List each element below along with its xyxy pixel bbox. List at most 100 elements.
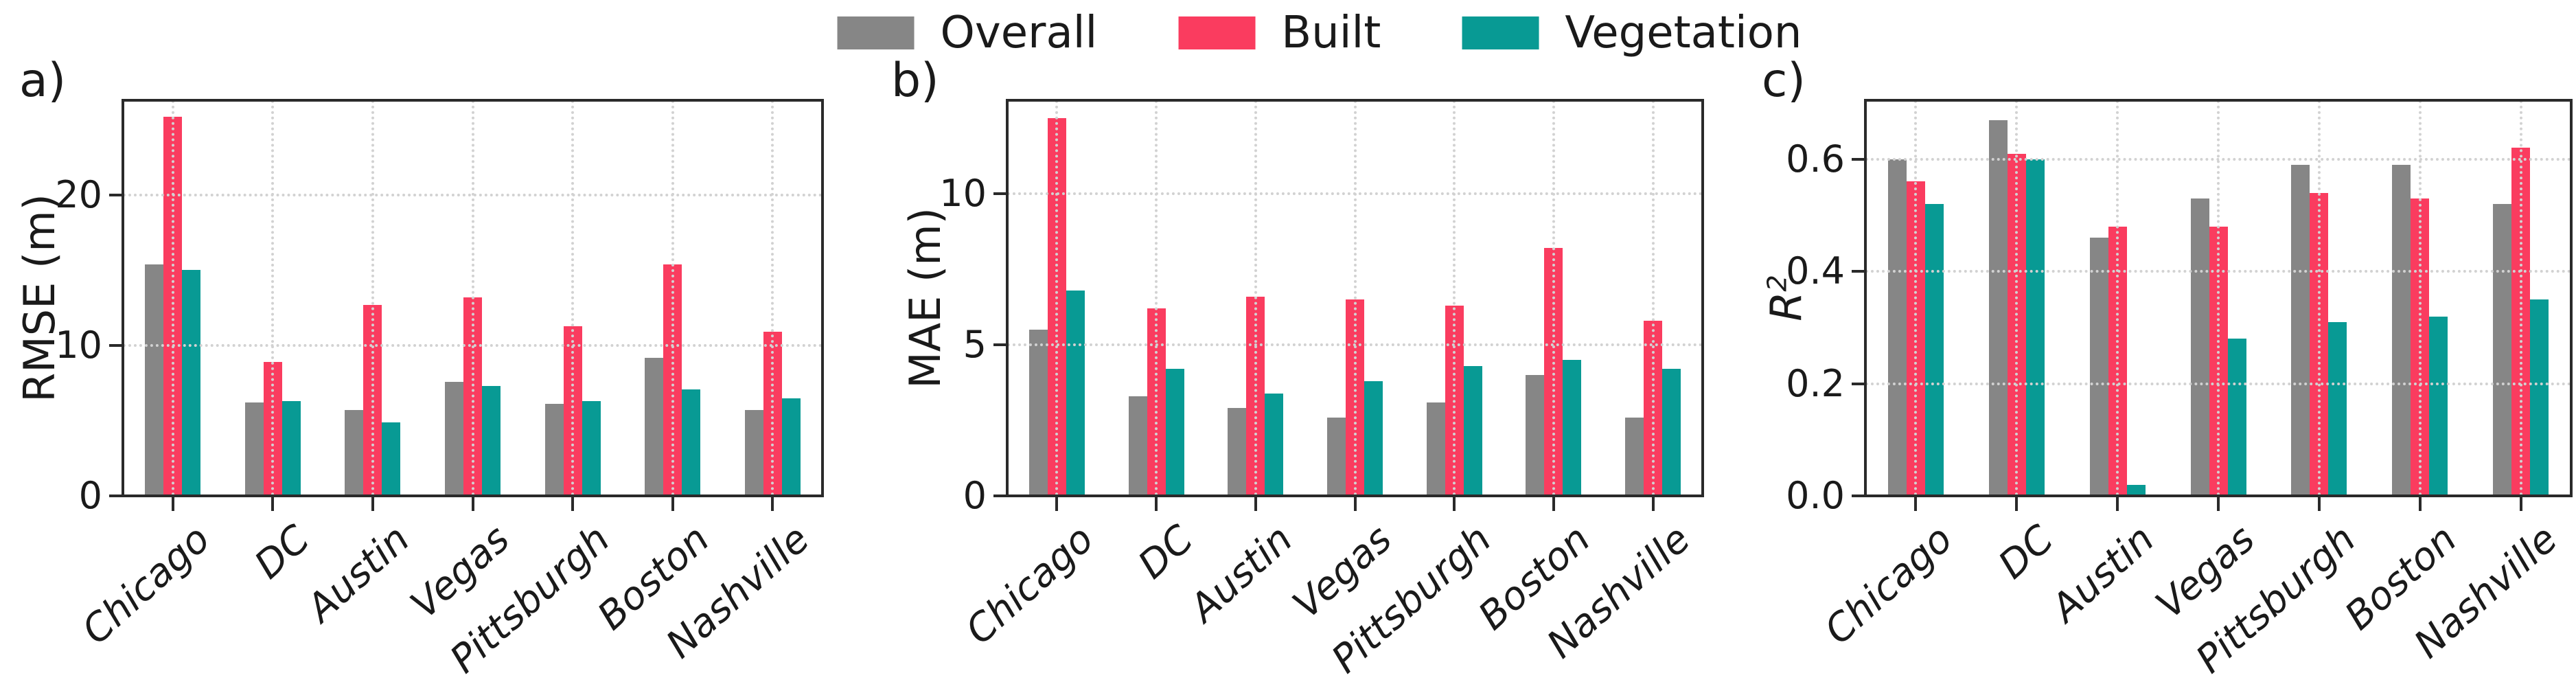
- y-tick-mark: [1852, 495, 1865, 497]
- x-tick-label-dc: DC: [246, 516, 319, 588]
- x-tick-mark: [1055, 497, 1059, 511]
- x-tick-mark: [1353, 497, 1357, 511]
- bar-overall-nashville: [1625, 417, 1644, 496]
- y-tick-mark: [1852, 270, 1865, 273]
- bar-overall-nashville: [2493, 204, 2512, 496]
- x-tick-mark: [1552, 497, 1555, 511]
- v-gridline: [371, 100, 374, 496]
- bar-overall-austin: [2089, 238, 2108, 496]
- x-tick-mark: [2015, 497, 2019, 511]
- y-tick-label: 0.2: [1786, 361, 1845, 405]
- bar-overall-boston: [2392, 164, 2411, 496]
- bar-overall-vegas: [1327, 417, 1346, 496]
- bar-vegetation-nashville: [781, 398, 801, 496]
- x-tick-mark: [1651, 497, 1655, 511]
- v-gridline: [2418, 100, 2422, 496]
- bar-overall-chicago: [1887, 159, 1907, 496]
- bar-overall-nashville: [744, 410, 763, 496]
- bar-overall-pittsburgh: [544, 404, 564, 496]
- legend-item-overall: Overall: [837, 8, 1098, 58]
- legend-label: Overall: [940, 8, 1098, 58]
- y-tick-mark: [993, 192, 1007, 196]
- v-gridline: [2015, 100, 2019, 496]
- bar-overall-vegas: [2190, 198, 2209, 496]
- x-tick-mark: [2217, 497, 2220, 511]
- panel-label-b: b): [891, 54, 939, 108]
- x-tick-label-chicago: Chicago: [957, 516, 1103, 654]
- x-tick-label-austin: Austin: [1181, 516, 1301, 631]
- bar-vegetation-nashville: [1662, 369, 1681, 496]
- legend-swatch-built: [1178, 16, 1256, 49]
- x-tick-mark: [771, 497, 774, 511]
- v-gridline: [2116, 100, 2119, 496]
- bar-overall-boston: [645, 357, 664, 496]
- bar-overall-pittsburgh: [1426, 402, 1445, 496]
- v-gridline: [2217, 100, 2220, 496]
- y-tick-label: 20: [55, 172, 102, 216]
- legend-swatch-overall: [837, 16, 915, 49]
- bar-vegetation-austin: [1265, 393, 1284, 496]
- legend-label: Built: [1281, 8, 1381, 58]
- bar-vegetation-boston: [1563, 360, 1582, 496]
- v-gridline: [771, 100, 774, 496]
- y-tick-mark: [1852, 157, 1865, 161]
- y-tick-mark: [993, 495, 1007, 497]
- y-tick-label: 5: [963, 323, 987, 367]
- v-gridline: [171, 100, 174, 496]
- x-tick-mark: [371, 497, 374, 511]
- bar-vegetation-chicago: [1066, 291, 1085, 496]
- bar-vegetation-boston: [682, 389, 701, 496]
- panel-label-c: c): [1762, 54, 1806, 108]
- bar-vegetation-dc: [2025, 159, 2045, 496]
- v-gridline: [1651, 100, 1655, 496]
- legend-item-built: Built: [1178, 11, 1381, 55]
- bar-overall-dc: [1988, 120, 2008, 496]
- x-tick-label-dc: DC: [1129, 516, 1202, 588]
- x-tick-mark: [171, 497, 174, 511]
- y-tick-mark: [109, 495, 123, 497]
- bar-overall-dc: [244, 402, 264, 496]
- v-gridline: [571, 100, 575, 496]
- bar-overall-pittsburgh: [2291, 164, 2310, 496]
- x-tick-mark: [2317, 497, 2321, 511]
- bar-vegetation-chicago: [1924, 204, 1944, 496]
- v-gridline: [1254, 100, 1257, 496]
- y-tick-label: 10: [55, 323, 102, 367]
- x-tick-mark: [2418, 497, 2422, 511]
- v-gridline: [1155, 100, 1158, 496]
- bar-overall-vegas: [445, 381, 463, 496]
- legend-swatch-vegetation: [1462, 16, 1539, 49]
- bar-vegetation-boston: [2429, 316, 2448, 496]
- y-tick-mark: [993, 343, 1007, 347]
- y-axis-label-superscript: 2: [1762, 275, 1793, 292]
- y-tick-mark: [109, 193, 123, 196]
- v-gridline: [2519, 100, 2522, 496]
- x-tick-mark: [2116, 497, 2119, 511]
- bar-vegetation-pittsburgh: [2328, 321, 2347, 496]
- y-tick-label: 0: [963, 474, 987, 517]
- x-tick-mark: [1254, 497, 1257, 511]
- y-axis-label-rmse: RMSE (m): [14, 194, 65, 402]
- x-tick-mark: [1453, 497, 1456, 511]
- v-gridline: [1453, 100, 1456, 496]
- x-tick-label-chicago: Chicago: [1816, 516, 1962, 654]
- v-gridline: [1552, 100, 1555, 496]
- x-tick-mark: [1914, 497, 1918, 511]
- bar-vegetation-austin: [2126, 484, 2146, 496]
- bar-vegetation-dc: [281, 401, 301, 496]
- v-gridline: [1353, 100, 1357, 496]
- v-gridline: [471, 100, 474, 496]
- y-axis-label-mae: MAE (m): [900, 207, 950, 389]
- bar-vegetation-vegas: [2227, 339, 2246, 496]
- x-tick-label-austin: Austin: [298, 516, 419, 631]
- bar-vegetation-vegas: [482, 386, 501, 496]
- v-gridline: [671, 100, 674, 496]
- bar-vegetation-vegas: [1364, 380, 1383, 496]
- figure: Overall Built Vegetation a) b) c) RMSE (m)…: [14, 8, 2573, 682]
- bar-vegetation-pittsburgh: [582, 401, 601, 496]
- y-tick-label: 0: [78, 474, 102, 517]
- x-tick-mark: [1155, 497, 1158, 511]
- x-tick-label-chicago: Chicago: [73, 516, 218, 654]
- v-gridline: [271, 100, 275, 496]
- x-tick-label-austin: Austin: [2043, 516, 2163, 631]
